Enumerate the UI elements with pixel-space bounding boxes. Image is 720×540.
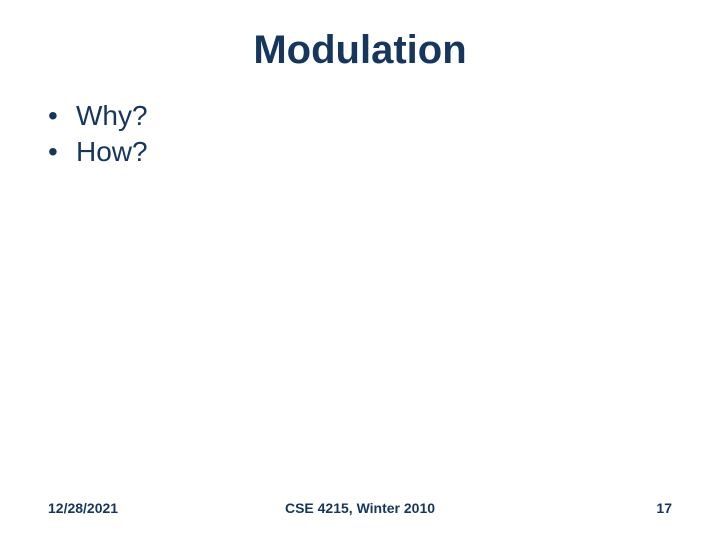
bullet-item: • Why? xyxy=(48,100,148,132)
slide-title: Modulation xyxy=(0,28,720,73)
bullet-list: • Why? • How? xyxy=(48,100,148,172)
bullet-text: How? xyxy=(76,136,148,168)
bullet-text: Why? xyxy=(76,100,148,132)
footer-page-number: 17 xyxy=(656,500,672,516)
bullet-dot-icon: • xyxy=(48,100,76,132)
footer-date: 12/28/2021 xyxy=(48,500,118,516)
bullet-dot-icon: • xyxy=(48,136,76,168)
slide: Modulation • Why? • How? 12/28/2021 CSE … xyxy=(0,0,720,540)
footer: 12/28/2021 CSE 4215, Winter 2010 17 xyxy=(0,500,720,516)
bullet-item: • How? xyxy=(48,136,148,168)
